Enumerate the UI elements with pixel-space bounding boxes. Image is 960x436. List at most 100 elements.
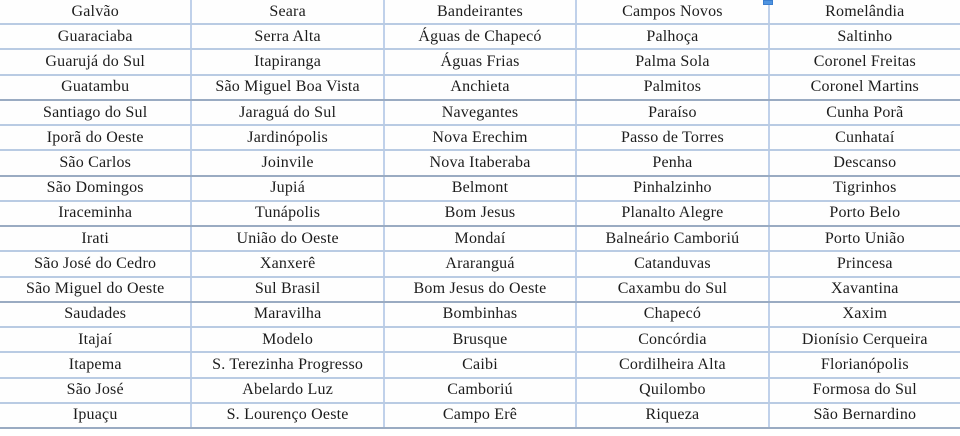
table-cell: Palma Sola bbox=[577, 50, 770, 74]
table-cell: Itajaí bbox=[0, 328, 193, 352]
table-cell: Galvão bbox=[0, 0, 193, 24]
table-cell: Serra Alta bbox=[192, 25, 385, 49]
table-row: São José do Cedro Xanxerê Araranguá Catandu… bbox=[0, 252, 960, 278]
table-row: Guaraciaba Serra Alta Águas de Chapecó Palh… bbox=[0, 25, 960, 51]
table-cell: Caibi bbox=[385, 353, 578, 377]
table-cell: Coronel Martins bbox=[810, 78, 919, 96]
table-cell: Águas de Chapecó bbox=[385, 25, 578, 49]
table-cell: Cunha Porã bbox=[826, 103, 904, 121]
table-cell: Bom Jesus do Oeste bbox=[385, 277, 578, 301]
table-cell: Belmont bbox=[385, 176, 578, 200]
table-cell: Nova Erechim bbox=[385, 126, 578, 150]
table-cell: Iraceminha bbox=[0, 201, 193, 226]
table-cell: Jupiá bbox=[192, 176, 385, 200]
table-cell: Santiago do Sul bbox=[0, 100, 193, 125]
table-cell: Balneário Camboriú bbox=[577, 227, 770, 251]
table-cell: Jardinópolis bbox=[192, 126, 385, 150]
table-cell: Abelardo Luz bbox=[192, 378, 385, 402]
table-cell: Saudades bbox=[0, 302, 193, 327]
table-cell: Passo de Torres bbox=[577, 126, 770, 150]
table-cell: Romelândia bbox=[825, 2, 905, 20]
table-cell: S. Terezinha Progresso bbox=[192, 353, 385, 377]
table-cell: Chapecó bbox=[577, 302, 770, 327]
table-cell: Paraíso bbox=[577, 100, 770, 125]
table-cell: Itapema bbox=[0, 353, 193, 377]
table-row: Guarujá do Sul Itapiranga Águas Frias Palma… bbox=[0, 50, 960, 76]
table-cell: Tigrinhos bbox=[833, 179, 897, 197]
table-cell: Camboriú bbox=[385, 378, 578, 402]
table-cell: Quilombo bbox=[577, 378, 770, 402]
table-cell: Palmitos bbox=[577, 75, 770, 99]
table-cell: Iporã do Oeste bbox=[0, 126, 193, 150]
table-cell: Penha bbox=[577, 151, 770, 175]
table-cell: Jaraguá do Sul bbox=[192, 100, 385, 125]
table-cell: São José bbox=[0, 378, 193, 402]
table-cell: Princesa bbox=[836, 254, 893, 272]
table-cell: Saltinho bbox=[837, 27, 893, 45]
table-row: Ipuaçu S. Lourenço Oeste Campo Erê Riqueza S… bbox=[0, 403, 960, 429]
table-cell: Águas Frias bbox=[385, 50, 578, 74]
table-cell: Xavantina bbox=[831, 280, 899, 298]
table-cell: Itapiranga bbox=[192, 50, 385, 74]
table-cell: Guatambu bbox=[0, 75, 193, 99]
table-cell: S. Lourenço Oeste bbox=[192, 403, 385, 427]
table-cell: Porto Belo bbox=[829, 204, 901, 222]
table-cell: São Carlos bbox=[0, 151, 193, 175]
table-cell: Pinhalzinho bbox=[577, 176, 770, 200]
table-cell: Caxambu do Sul bbox=[577, 277, 770, 301]
table-row: São José Abelardo Luz Camboriú Quilombo Form… bbox=[0, 378, 960, 404]
table-row: Guatambu São Miguel Boa Vista Anchieta Palm… bbox=[0, 75, 960, 101]
table-cell: Campos Novos bbox=[577, 0, 770, 24]
table-cell: Anchieta bbox=[385, 75, 578, 99]
table-cell: Xanxerê bbox=[192, 252, 385, 276]
table-cell: Navegantes bbox=[385, 100, 578, 125]
table-cell: Florianópolis bbox=[820, 355, 909, 373]
table-row: Iporã do Oeste Jardinópolis Nova Erechim Pa… bbox=[0, 126, 960, 152]
table-cell: São José do Cedro bbox=[0, 252, 193, 276]
table-cell: Campo Erê bbox=[385, 403, 578, 427]
table-cell: Descanso bbox=[833, 154, 897, 172]
table-cell: Araranguá bbox=[385, 252, 578, 276]
table-cell: Modelo bbox=[192, 328, 385, 352]
table-row: Itajaí Modelo Brusque Concórdia Dionísio Cer… bbox=[0, 328, 960, 354]
table-cell: Formosa do Sul bbox=[812, 381, 917, 399]
table-cell: Coronel Freitas bbox=[813, 53, 916, 71]
table-row: Santiago do Sul Jaraguá do Sul Navegantes P… bbox=[0, 100, 960, 127]
table-cell: Catanduvas bbox=[577, 252, 770, 276]
table-cell: Irati bbox=[0, 227, 193, 251]
table-cell: Joinvile bbox=[192, 151, 385, 175]
table-cell: Seara bbox=[192, 0, 385, 24]
table-cell: Bom Jesus bbox=[385, 201, 578, 226]
table-cell: Tunápolis bbox=[192, 201, 385, 226]
table-cell: Brusque bbox=[385, 328, 578, 352]
table-cell: São Miguel Boa Vista bbox=[192, 75, 385, 99]
table-row: Iraceminha Tunápolis Bom Jesus Planalto Ale… bbox=[0, 201, 960, 228]
table-cell: Guarujá do Sul bbox=[0, 50, 193, 74]
table-cell: Palhoça bbox=[577, 25, 770, 49]
table-cell: Ipuaçu bbox=[0, 403, 193, 427]
table-cell: Maravilha bbox=[192, 302, 385, 327]
table-cell: Concórdia bbox=[577, 328, 770, 352]
table-row: Irati União do Oeste Mondaí Balneário Cambo… bbox=[0, 227, 960, 253]
table-cell: Sul Brasil bbox=[192, 277, 385, 301]
table-cell: São Miguel do Oeste bbox=[0, 277, 193, 301]
table-cell: Porto União bbox=[824, 229, 905, 247]
table-row: Saudades Maravilha Bombinhas Chapecó Xaxim bbox=[0, 302, 960, 329]
table-row: Itapema S. Terezinha Progresso Caibi Cordil… bbox=[0, 353, 960, 379]
table-cell: Cordilheira Alta bbox=[577, 353, 770, 377]
table-cell: Xaxim bbox=[842, 305, 888, 323]
table-cell: Bombinhas bbox=[385, 302, 578, 327]
table-cell: União do Oeste bbox=[192, 227, 385, 251]
column-resize-handle[interactable] bbox=[763, 0, 773, 5]
table-cell: Nova Itaberaba bbox=[385, 151, 578, 175]
table-cell: Riqueza bbox=[577, 403, 770, 427]
table-row: São Carlos Joinvile Nova Itaberaba Penha Des… bbox=[0, 151, 960, 177]
table-cell: Cunhataí bbox=[835, 128, 895, 146]
table-cell: São Bernardino bbox=[813, 406, 917, 424]
table-row: São Domingos Jupiá Belmont Pinhalzinho Tigri… bbox=[0, 176, 960, 202]
table-cell: São Domingos bbox=[0, 176, 193, 200]
table-cell: Planalto Alegre bbox=[577, 201, 770, 226]
table-cell: Dionísio Cerqueira bbox=[801, 330, 928, 348]
